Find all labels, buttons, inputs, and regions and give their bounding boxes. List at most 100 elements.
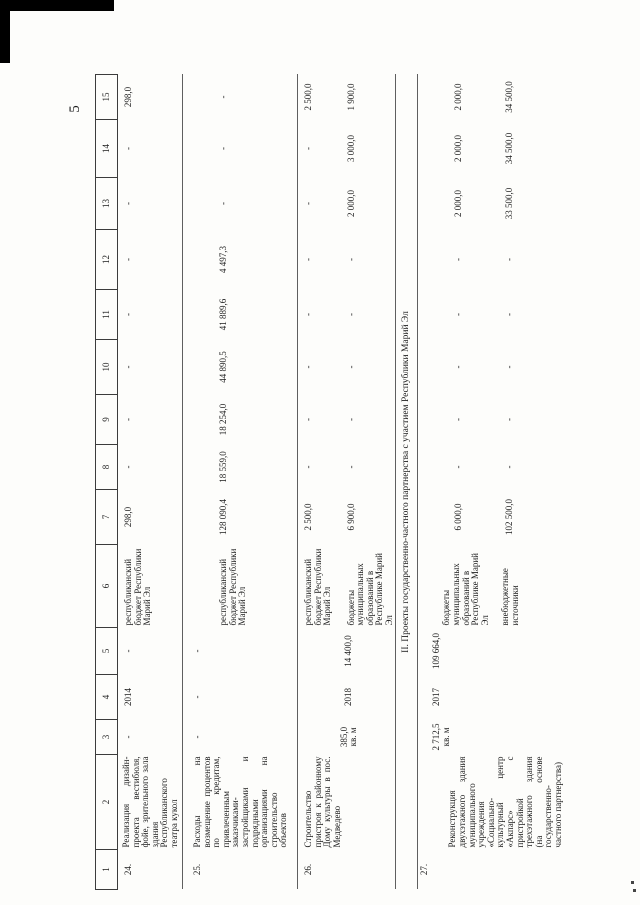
value-cell: -: [503, 418, 514, 421]
col-number: 14: [95, 119, 118, 178]
page-number: 5: [67, 105, 83, 113]
project-year: -: [182, 674, 298, 720]
value-cell: -: [123, 258, 133, 261]
value-cell: 4 497,3: [182, 229, 298, 290]
value-cell: 33 500,0: [503, 187, 514, 220]
value-cell: 18 559,0: [182, 444, 298, 490]
project-area: 2 712,5 кв. м: [417, 719, 635, 755]
funding-source: внебюджетные источники: [499, 568, 520, 626]
funding-source: республиканский бюджет Республики Марий …: [123, 548, 153, 626]
value-cell: -: [297, 119, 343, 178]
section-header-row: II. Проекты государственно-частного парт…: [395, 74, 418, 890]
funding-source: бюджеты муниципальных образований в Респ…: [345, 553, 394, 626]
value-cell: 298,0: [123, 86, 133, 108]
value-cell: 2 500,0: [297, 74, 343, 120]
project-year: 2018: [297, 674, 396, 720]
project-area: -: [182, 719, 298, 755]
value-cell: -: [417, 229, 493, 290]
value-cell: -: [417, 289, 493, 340]
col-number: 7: [95, 489, 118, 545]
project-area: -: [123, 735, 133, 739]
table-row: 27. Реконструкция двухэтажного здания му…: [417, 74, 635, 890]
project-name: Расходы на возмещение процентов по креди…: [182, 754, 298, 850]
value-cell: 2 000,0: [417, 177, 493, 230]
row-number: 25.: [182, 849, 298, 890]
col-number: 1: [95, 849, 118, 890]
project-year: 2014: [123, 688, 133, 706]
value-cell: 128 090,4: [182, 489, 298, 545]
value-cell: -: [123, 365, 133, 369]
col-number: 13: [95, 177, 118, 230]
value-cell: -: [417, 394, 493, 445]
project-name: Реализация дизайн-проекта вестибюля, фой…: [121, 756, 179, 848]
table-row: 26. Строительство пристроя к районному Д…: [297, 74, 396, 890]
project-cost: -: [182, 627, 298, 675]
value-cell: -: [123, 418, 133, 421]
value-cell: 298,0: [123, 506, 133, 528]
value-cell: -: [297, 339, 343, 395]
value-cell: -: [123, 202, 133, 205]
funding-source: республиканский бюджет Республики Марий …: [297, 544, 343, 628]
value-cell: -: [345, 313, 356, 316]
project-year: 2017: [417, 674, 635, 720]
value-cell: -: [503, 365, 514, 369]
value-cell: 102 500,0: [503, 499, 514, 535]
value-cell: -: [297, 177, 343, 230]
row-number: 27.: [417, 849, 635, 890]
value-cell: 2 500,0: [297, 489, 343, 545]
investment-projects-table: 1 2 3 4 5 6 7 8 9 10 11 12 13 14 15 24. …: [95, 74, 635, 890]
value-cell: 3 000,0: [345, 135, 356, 162]
col-number: 12: [95, 229, 118, 290]
project-cost: 14 400,0: [297, 627, 396, 675]
value-cell: 18 254,0: [182, 394, 298, 445]
value-cell: -: [345, 418, 356, 421]
scan-artifact-dot: [633, 889, 636, 892]
scan-artifact-top-bar: [0, 0, 114, 11]
col-number: 10: [95, 339, 118, 395]
col-number: 6: [95, 544, 118, 628]
scan-artifact-left-bar: [0, 0, 10, 63]
value-cell: -: [123, 147, 133, 150]
value-cell: 44 890,5: [182, 339, 298, 395]
col-number: 3: [95, 719, 118, 755]
project-cost: -: [123, 649, 133, 653]
row-number: 24.: [123, 863, 133, 876]
value-cell: -: [297, 229, 343, 290]
value-cell: -: [182, 119, 298, 178]
value-cell: -: [503, 258, 514, 261]
value-cell: -: [503, 313, 514, 316]
value-cell: -: [182, 177, 298, 230]
project-cost: 109 664,0: [417, 627, 635, 675]
col-number: 9: [95, 394, 118, 445]
value-cell: -: [297, 394, 343, 445]
value-cell: 41 889,6: [182, 289, 298, 340]
project-name: Строительство пристроя к районному Дому …: [297, 754, 396, 850]
value-cell: -: [417, 339, 493, 395]
table-row: 25. Расходы на возмещение процентов по к…: [182, 74, 298, 890]
funding-source: бюджеты муниципальных образований в Респ…: [417, 544, 493, 628]
value-cell: 1 900,0: [345, 83, 356, 111]
col-number: 5: [95, 627, 118, 675]
scan-artifact-dot: [631, 881, 634, 884]
row-number: 26.: [297, 849, 396, 890]
value-cell: 34 500,0: [503, 81, 514, 113]
value-cell: -: [345, 365, 356, 369]
value-cell: -: [345, 465, 356, 469]
value-cell: 2 000,0: [417, 119, 493, 178]
value-cell: -: [345, 258, 356, 261]
col-number: 4: [95, 674, 118, 720]
col-number: 2: [95, 754, 118, 850]
value-cell: 6 000,0: [417, 489, 493, 545]
value-cell: 6 900,0: [345, 503, 356, 531]
col-number: 11: [95, 289, 118, 340]
funding-source: республиканский бюджет Республики Марий …: [182, 544, 298, 628]
value-cell: -: [123, 313, 133, 316]
value-cell: 2 000,0: [417, 74, 493, 120]
value-cell: -: [417, 444, 493, 490]
value-cell: -: [297, 289, 343, 340]
section-title: II. Проекты государственно-частного парт…: [395, 74, 418, 890]
value-cell: -: [182, 74, 298, 120]
value-cell: 2 000,0: [345, 190, 356, 217]
rotated-sheet: 5 1 2 3 4 5 6 7 8 9 10 11 12: [15, 20, 635, 890]
